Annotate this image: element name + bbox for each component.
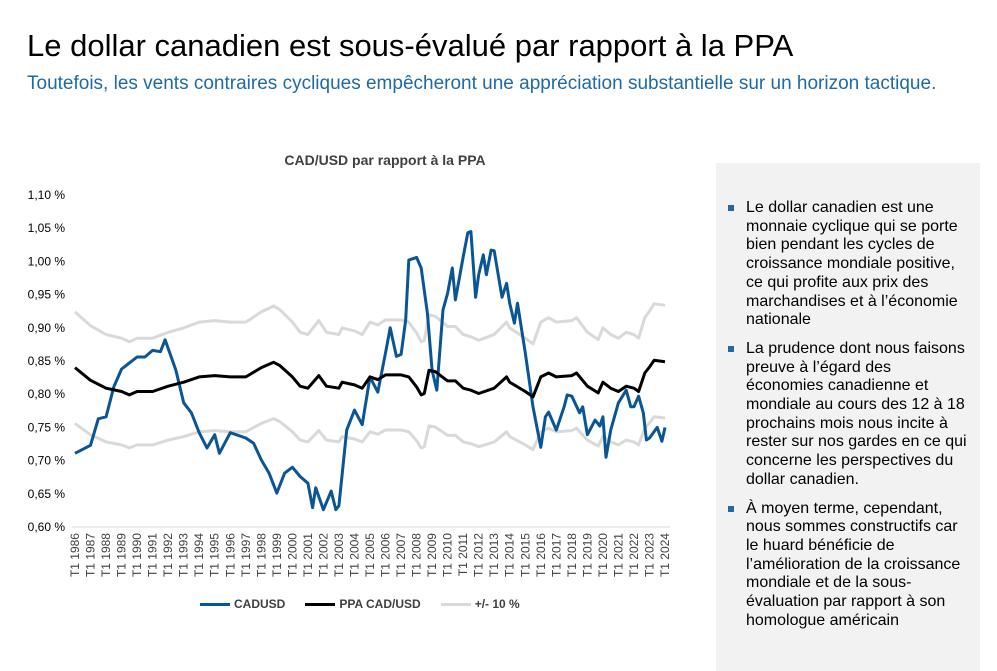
ppa-line: [74, 358, 666, 399]
x-tick-label: T1 2012: [472, 533, 486, 577]
x-tick-label: T1 2014: [503, 533, 517, 577]
legend-label: +/- 10 %: [474, 597, 520, 611]
x-tick-label: T1 2008: [410, 533, 424, 577]
y-tick-label: 0,70 %: [28, 454, 66, 468]
y-tick-label: 0,95 %: [28, 288, 66, 302]
x-tick-label: T1 2023: [642, 533, 656, 577]
x-tick-label: T1 2007: [394, 533, 408, 577]
legend-item-band: +/- 10 %: [440, 597, 520, 611]
band-upper-line: [74, 302, 666, 346]
y-tick-label: 0,60 %: [28, 520, 66, 534]
bullet-square-icon: [728, 205, 734, 211]
y-tick-label: 0,65 %: [28, 487, 66, 501]
bullet-item: À moyen terme, cependant, nous sommes co…: [728, 500, 970, 631]
bullet-text: La prudence dont nous faisons preuve à l…: [746, 339, 967, 488]
bullet-square-icon: [728, 345, 734, 352]
y-tick-label: 0,90 %: [28, 321, 66, 335]
x-tick-label: T1 2016: [534, 533, 548, 577]
bullet-item: La prudence dont nous faisons preuve à l…: [728, 340, 970, 490]
y-tick-label: 0,75 %: [28, 420, 66, 434]
x-tick-label: T1 2004: [347, 533, 361, 577]
y-tick-label: 0,85 %: [28, 354, 66, 368]
y-tick-label: 1,05 %: [28, 221, 66, 235]
x-tick-label: T1 1993: [177, 533, 191, 577]
y-tick-label: 0,80 %: [28, 387, 66, 401]
page-title: Le dollar canadien est sous-évalué par r…: [27, 28, 794, 63]
x-tick-label: T1 1997: [239, 533, 253, 577]
x-tick-label: T1 2015: [518, 533, 532, 577]
x-tick-label: T1 2010: [441, 533, 455, 577]
legend-swatch: [200, 602, 230, 606]
x-tick-label: T1 2006: [379, 533, 393, 577]
x-tick-label: T1 1994: [192, 533, 206, 577]
x-tick-label: T1 1987: [84, 533, 98, 577]
bullet-item: Le dollar canadien est une monnaie cycli…: [728, 199, 970, 330]
x-tick-label: T1 1990: [130, 533, 144, 577]
line-chart: 0,60 % 0,65 % 0,70 % 0,75 % 0,80 % 0,85 % 0,90…: [28, 188, 672, 577]
legend-swatch: [440, 602, 471, 606]
x-tick-label: T1 2002: [316, 533, 330, 577]
legend-item-cadusd: CADUSD: [200, 597, 285, 611]
x-tick-label: T1 2005: [363, 533, 377, 577]
x-tick-label: T1 2013: [487, 533, 501, 577]
x-tick-label: T1 1992: [161, 533, 175, 577]
x-tick-label: T1 2017: [549, 533, 563, 577]
commentary-panel: Le dollar canadien est une monnaie cycli…: [716, 163, 980, 671]
x-tick-label: T1 1996: [223, 533, 237, 577]
bullet-square-icon: [728, 505, 734, 512]
x-tick-label: T1 1998: [254, 533, 268, 577]
legend-swatch: [305, 602, 336, 606]
cadusd-line: [74, 230, 667, 512]
band-lower-line: [74, 415, 666, 452]
chart-title: CAD/USD par rapport à la PPA: [284, 152, 486, 168]
x-tick-label: T1 1999: [270, 533, 284, 577]
x-tick-label: T1 2003: [332, 533, 346, 577]
legend-item-ppa: PPA CAD/USD: [305, 597, 421, 611]
x-tick-label: T1 2000: [285, 533, 299, 577]
chart-legend: CADUSD PPA CAD/USD +/- 10 %: [200, 597, 520, 611]
bullet-text: À moyen terme, cependant, nous sommes co…: [746, 499, 961, 629]
x-tick-label: T1 1995: [208, 533, 222, 577]
x-tick-label: T1 2019: [580, 533, 594, 577]
x-tick-label: T1 2021: [611, 533, 625, 577]
x-tick-label: T1 2011: [456, 533, 470, 576]
x-tick-label: T1 1991: [146, 533, 160, 577]
x-tick-label: T1 1988: [99, 533, 113, 577]
bullet-text: Le dollar canadien est une monnaie cycli…: [746, 199, 958, 329]
x-tick-label: T1 2001: [301, 533, 315, 577]
x-tick-label: T1 1989: [115, 533, 129, 577]
legend-label: PPA CAD/USD: [339, 597, 421, 611]
page-subtitle: Toutefois, les vents contraires cyclique…: [27, 73, 937, 94]
x-tick-label: T1 2020: [596, 533, 610, 577]
x-tick-label: T1 2009: [425, 533, 439, 577]
x-tick-label: T1 1986: [68, 533, 82, 577]
y-tick-label: 1,00 %: [28, 254, 66, 268]
x-tick-label: T1 2018: [565, 533, 579, 577]
y-tick-label: 1,10 %: [28, 188, 66, 202]
legend-label: CADUSD: [234, 597, 286, 611]
x-tick-label: T1 2022: [627, 533, 641, 577]
x-tick-label: T1 2024: [658, 533, 672, 577]
